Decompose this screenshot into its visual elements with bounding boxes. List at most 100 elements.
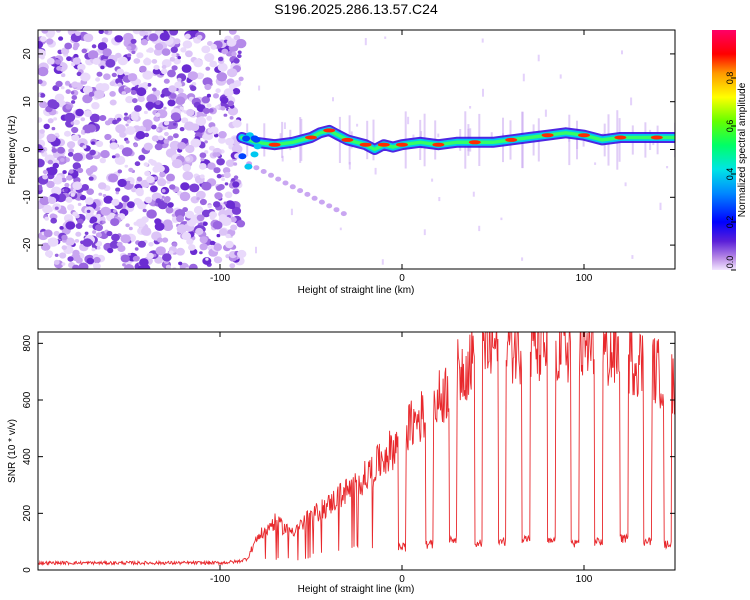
track-hotspot	[468, 140, 481, 145]
noise-speck	[79, 194, 87, 201]
noise-speck	[67, 152, 74, 157]
noise-speck	[82, 94, 93, 104]
faint-speck	[348, 162, 351, 170]
noise-speck	[132, 255, 140, 262]
noise-speck	[174, 81, 182, 89]
faint-speck	[559, 74, 562, 79]
noise-speck	[173, 57, 181, 65]
x-tick-label: 0	[399, 273, 405, 284]
noise-speck	[165, 206, 174, 214]
noise-speck	[38, 144, 43, 153]
noise-speck	[73, 42, 80, 48]
noise-speck	[231, 206, 242, 215]
noise-speck	[61, 47, 70, 55]
noise-speck	[39, 101, 48, 109]
noise-speck	[60, 209, 67, 215]
noise-speck	[225, 240, 234, 249]
noise-speck	[171, 242, 178, 247]
noise-speck	[114, 35, 123, 43]
faint-speck	[364, 38, 367, 46]
noise-speck	[162, 219, 173, 228]
noise-speck	[202, 257, 212, 265]
noise-speck	[204, 83, 212, 91]
tail-speck	[253, 165, 260, 171]
faint-speck	[482, 88, 484, 97]
noise-speck	[70, 193, 75, 197]
noise-speck	[185, 156, 191, 162]
noise-speck	[225, 159, 235, 167]
noise-speck	[126, 201, 135, 209]
faint-speck	[384, 36, 387, 39]
noise-speck	[87, 50, 99, 60]
noise-speck	[70, 91, 75, 95]
noise-speck	[81, 48, 88, 54]
noise-speck	[67, 141, 76, 149]
noise-speck	[220, 106, 226, 111]
noise-speck	[121, 147, 133, 157]
noise-speck	[42, 169, 48, 175]
noise-speck	[86, 209, 91, 213]
noise-speck	[117, 56, 128, 66]
noise-speck	[187, 71, 199, 81]
spectrogram-xlabel: Height of straight line (km)	[298, 285, 415, 296]
noise-speck	[64, 130, 71, 137]
x-tick-label: 100	[576, 273, 593, 284]
noise-speck	[185, 50, 193, 58]
noise-speck	[108, 173, 119, 183]
noise-speck	[126, 119, 132, 124]
noise-speck	[213, 93, 219, 99]
noise-speck	[72, 264, 80, 269]
noise-speck	[223, 201, 227, 205]
noise-speck	[100, 150, 110, 159]
noise-speck	[182, 171, 194, 181]
noise-speck	[46, 180, 55, 189]
noise-speck	[136, 201, 147, 210]
noise-speck	[66, 56, 72, 62]
noise-speck	[157, 237, 163, 243]
noise-speck	[143, 58, 152, 66]
noise-speck	[75, 31, 81, 36]
noise-speck	[216, 174, 222, 179]
noise-speck	[207, 204, 212, 209]
noise-speck	[206, 115, 213, 121]
noise-speck	[71, 126, 79, 134]
noise-speck	[100, 65, 105, 70]
colorbar-tick-label: 0.4	[725, 168, 735, 181]
noise-speck	[202, 221, 208, 226]
faint-speck	[255, 246, 257, 254]
noise-speck	[126, 53, 132, 58]
noise-speck	[137, 265, 144, 269]
noise-speck	[59, 252, 67, 259]
noise-speck	[162, 253, 172, 262]
noise-speck	[124, 112, 128, 116]
noise-speck	[168, 85, 177, 93]
start-blob	[253, 143, 262, 150]
noise-speck	[170, 46, 178, 53]
noise-speck	[54, 253, 59, 257]
noise-speck	[77, 63, 86, 71]
noise-speck	[47, 99, 58, 109]
noise-speck	[115, 191, 120, 195]
noise-speck	[51, 148, 58, 153]
noise-speck	[152, 68, 161, 75]
noise-speck	[184, 121, 195, 131]
noise-speck	[122, 263, 126, 267]
noise-speck	[150, 185, 158, 193]
noise-speck	[93, 89, 105, 99]
noise-speck	[146, 209, 157, 219]
noise-speck	[232, 119, 242, 128]
spectrogram-ylabel: Frequency (Hz)	[7, 116, 18, 185]
noise-speck	[111, 72, 117, 78]
track-hotspot	[359, 142, 372, 147]
noise-speck	[55, 59, 62, 65]
noise-speck	[157, 200, 168, 210]
noise-speck	[96, 213, 101, 218]
noise-speck	[134, 78, 142, 85]
noise-speck	[74, 239, 80, 243]
tail-speck	[297, 188, 304, 194]
noise-speck	[200, 157, 205, 162]
noise-speck	[207, 41, 213, 46]
noise-speck	[171, 65, 178, 71]
y-tick-label: 200	[22, 505, 33, 522]
